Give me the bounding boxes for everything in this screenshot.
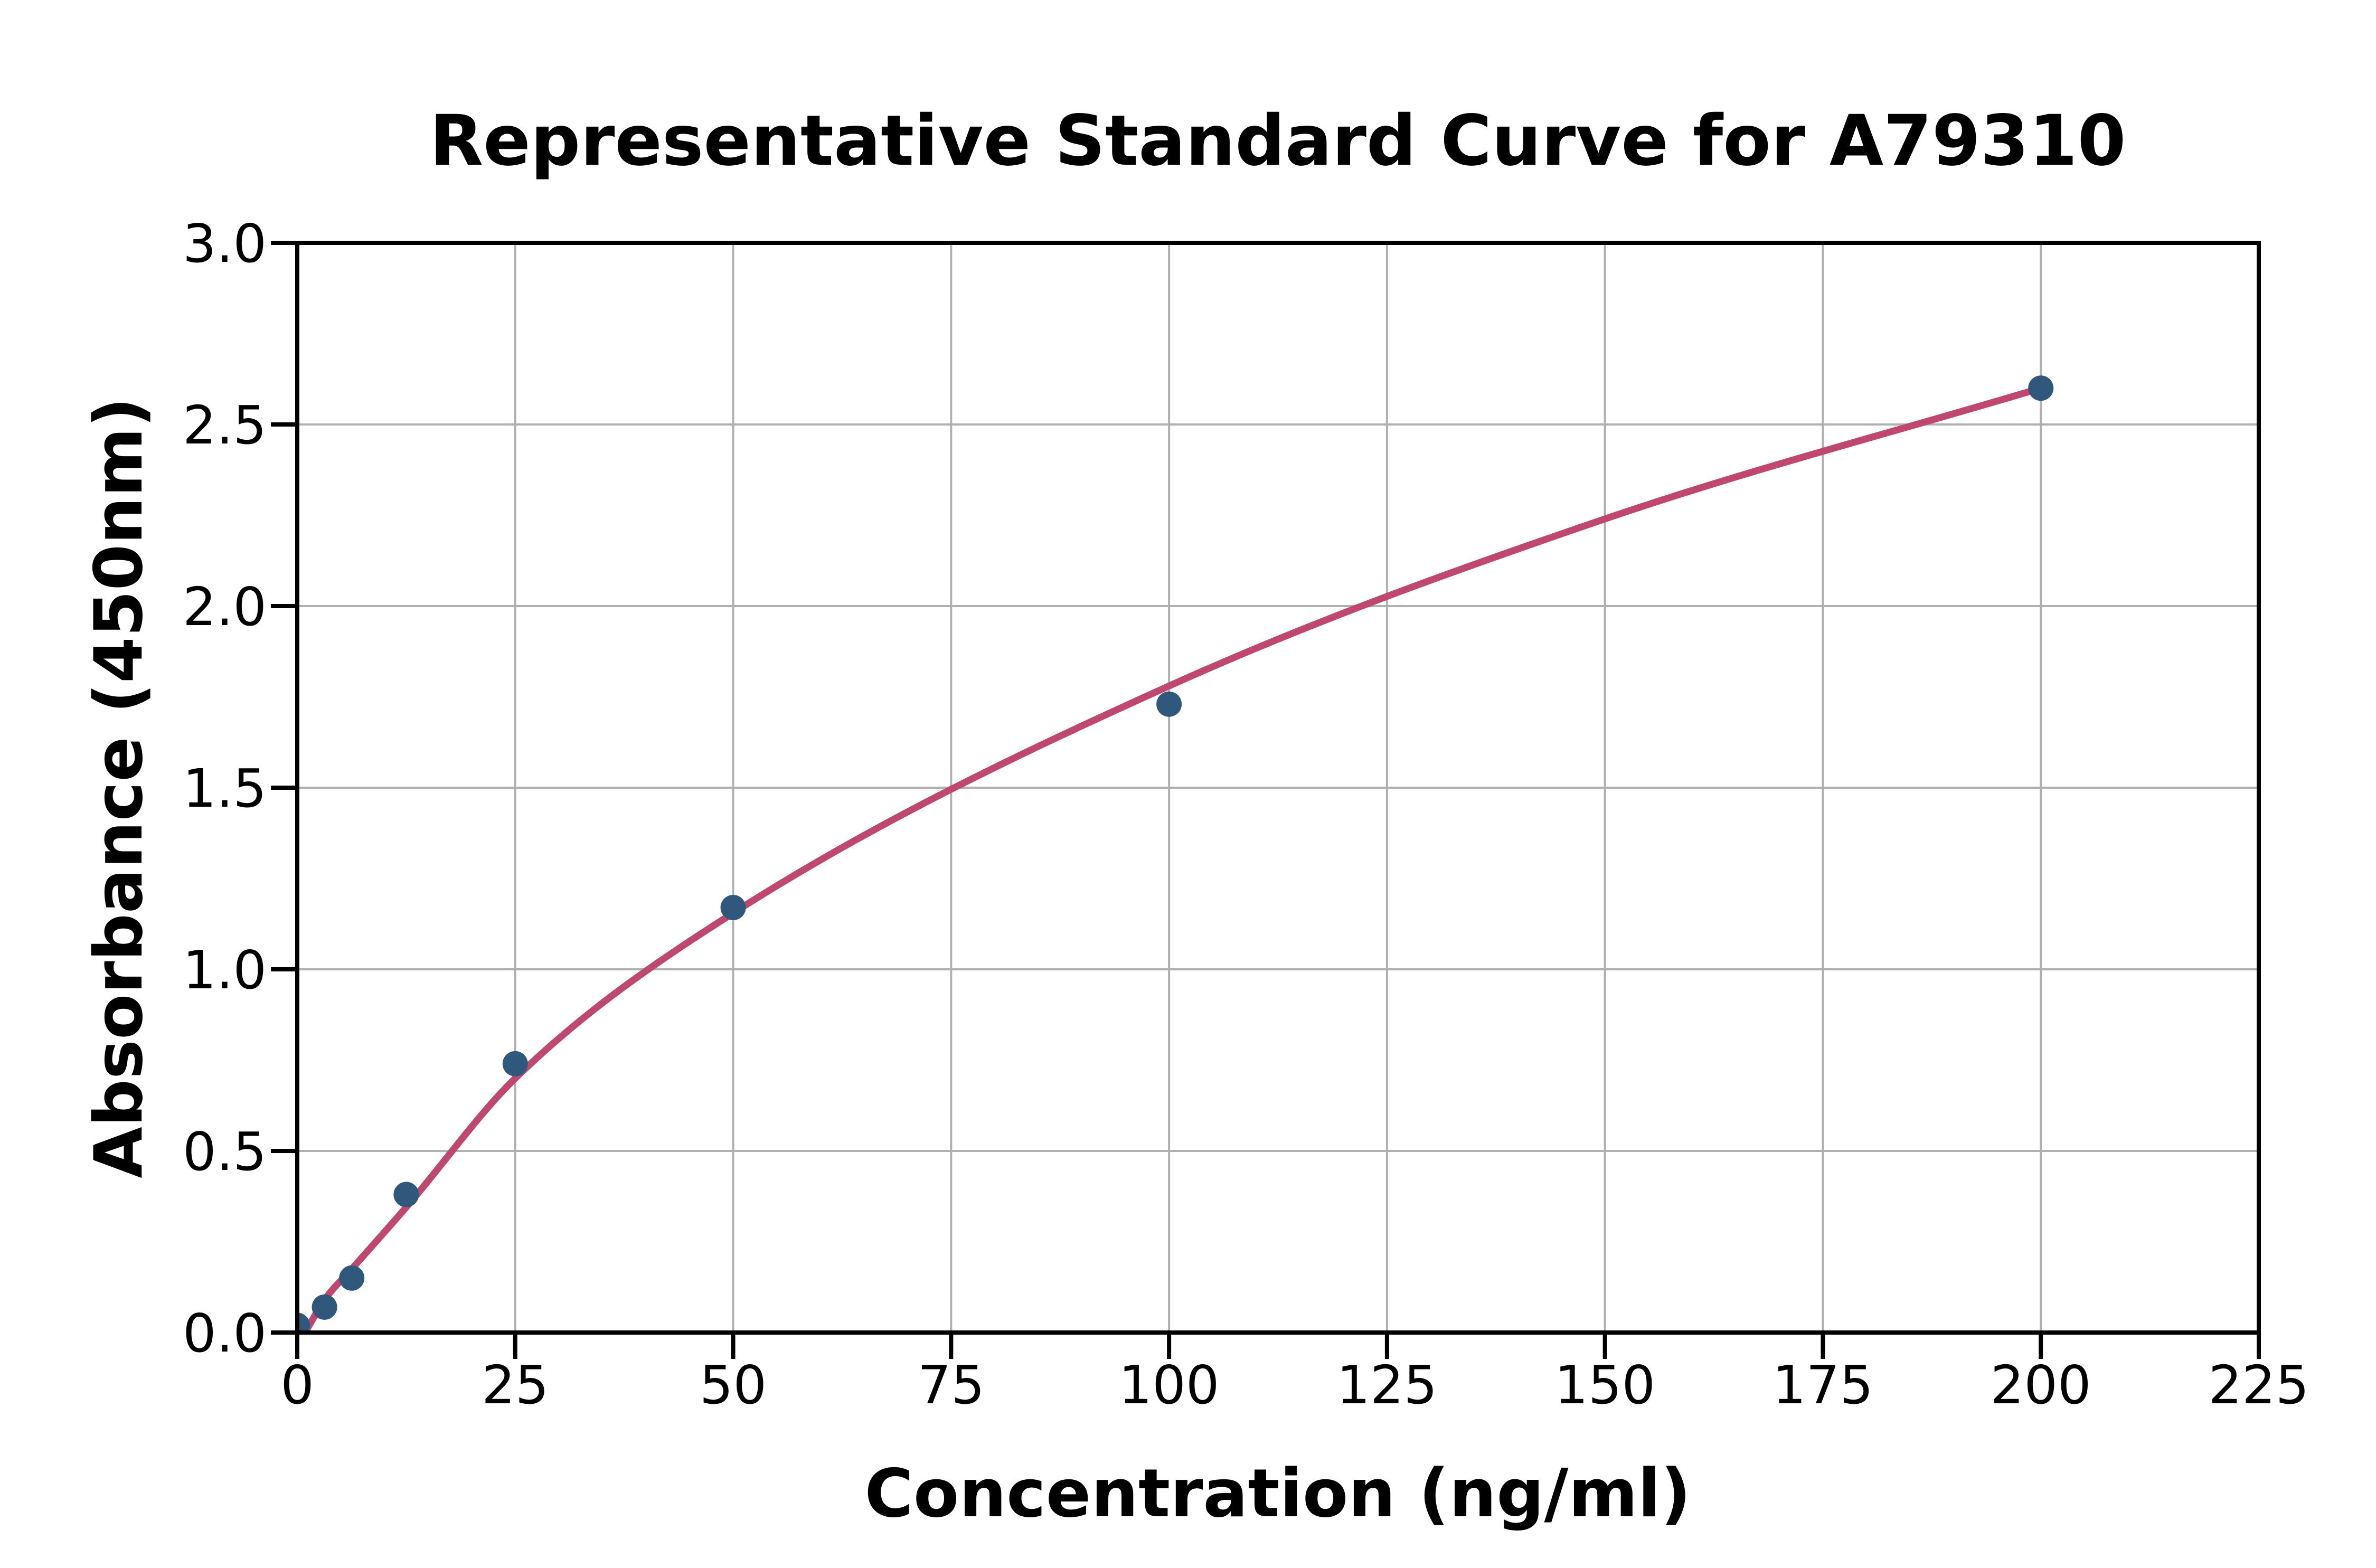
data-point-marker (393, 1182, 419, 1207)
x-tick-label: 150 (1554, 1354, 1655, 1416)
data-point-marker (2028, 375, 2054, 401)
plot-border (295, 241, 2261, 1335)
x-tick-label: 50 (700, 1354, 767, 1416)
data-point-marker (720, 895, 746, 921)
y-tick-label: 3.0 (183, 213, 267, 275)
data-point-marker (297, 1312, 310, 1333)
y-tick-label: 1.5 (183, 758, 267, 819)
y-tick-label: 0.5 (183, 1121, 267, 1183)
x-tick-label: 200 (1991, 1354, 2091, 1416)
x-axis-label: Concentration (ng/ml) (864, 1454, 1691, 1532)
y-tick-label: 1.0 (183, 939, 267, 1001)
y-tick-label: 2.5 (183, 394, 267, 456)
plot-area: 0 25 50 75 100 125 150 175 200 225 0.0 0.5 1.0 1.5 2.0… (183, 213, 2309, 1416)
data-point-marker (502, 1051, 528, 1076)
x-tick-label: 25 (482, 1354, 549, 1416)
data-point-marker (312, 1294, 337, 1320)
x-tick-label: 175 (1772, 1354, 1873, 1416)
y-tick-label: 0.0 (183, 1302, 267, 1364)
data-point-marker (1156, 691, 1182, 717)
x-tick-label: 225 (2209, 1354, 2309, 1416)
x-tick-label: 125 (1336, 1354, 1437, 1416)
x-tick-label: 0 (280, 1354, 314, 1416)
data-point-marker (339, 1265, 365, 1291)
x-tick-label: 100 (1119, 1354, 1220, 1416)
fit-curve-line (301, 384, 2044, 1333)
y-tick-label: 2.0 (183, 576, 267, 638)
chart-title: Representative Standard Curve for A79310 (430, 100, 2126, 182)
x-tick-label: 75 (918, 1354, 985, 1416)
y-axis-label: Absorbance (450nm) (80, 397, 157, 1178)
